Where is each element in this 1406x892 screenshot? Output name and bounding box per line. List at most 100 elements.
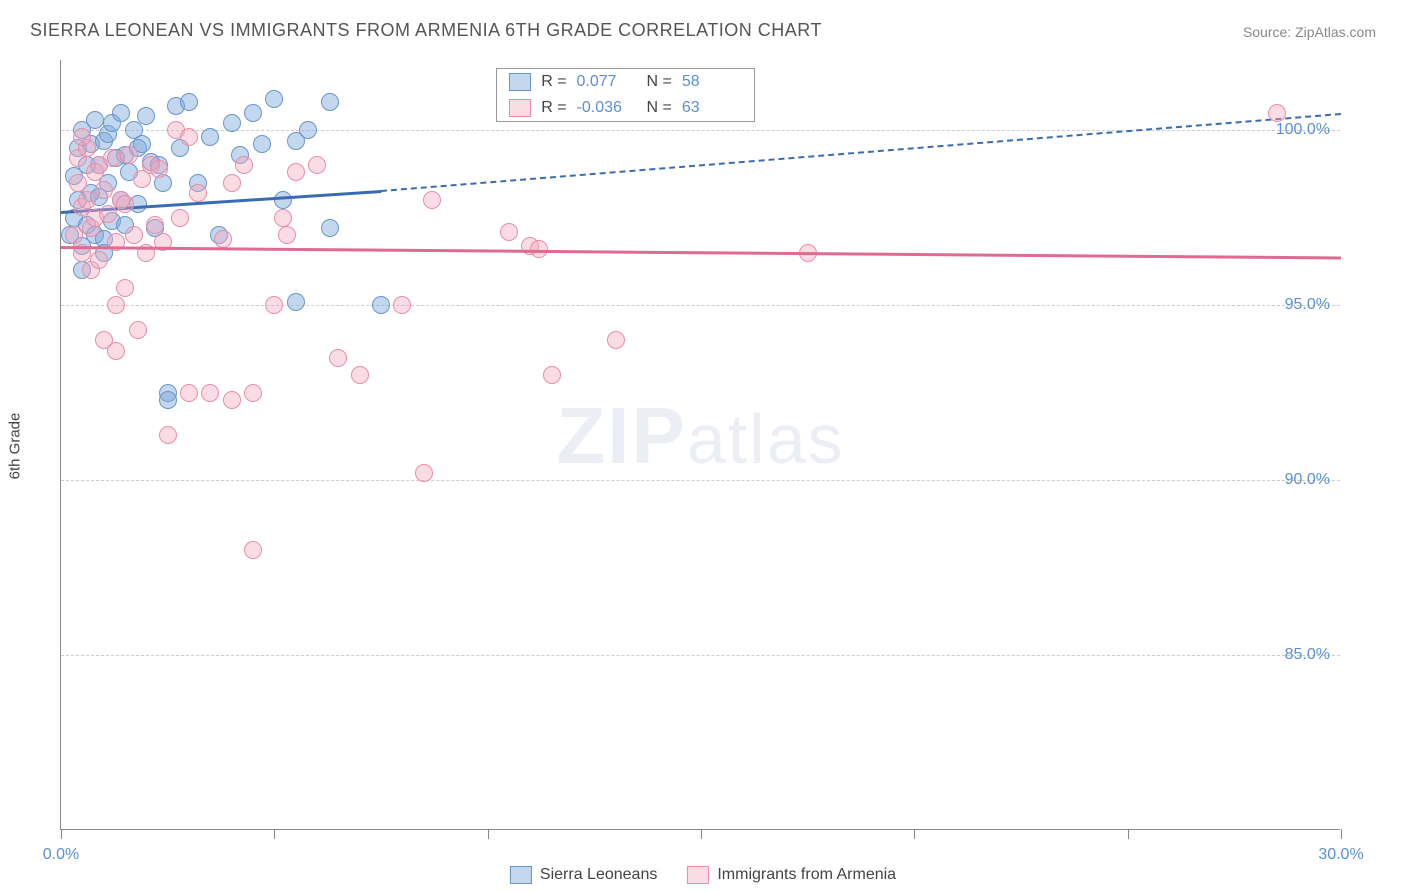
data-point [159,391,177,409]
data-point [90,251,108,269]
watermark: ZIPatlas [556,389,844,481]
data-point [265,296,283,314]
data-point [308,156,326,174]
data-point [180,384,198,402]
x-tick [1341,829,1342,839]
legend-swatch [509,73,531,91]
data-point [329,349,347,367]
stat-n-value: 63 [682,99,742,117]
data-point [244,384,262,402]
gridline [61,480,1340,481]
data-point [543,366,561,384]
data-point [214,230,232,248]
gridline [61,305,1340,306]
legend-swatch [510,866,532,884]
x-tick-label: 30.0% [1318,846,1363,864]
data-point [73,128,91,146]
data-point [244,541,262,559]
x-tick [488,829,489,839]
y-axis-label: 6th Grade [7,413,24,480]
stat-r-label: R = [541,99,566,117]
x-tick [61,829,62,839]
data-point [78,191,96,209]
data-point [223,114,241,132]
data-point [423,191,441,209]
y-tick-label: 90.0% [1285,471,1330,489]
y-tick-label: 100.0% [1276,121,1330,139]
x-tick [701,829,702,839]
data-point [274,209,292,227]
data-point [171,209,189,227]
bottom-legend: Sierra Leoneans Immigrants from Armenia [510,866,896,884]
data-point [321,93,339,111]
data-point [321,219,339,237]
data-point [607,331,625,349]
data-point [120,146,138,164]
data-point [287,163,305,181]
x-tick [1128,829,1129,839]
gridline [61,655,1340,656]
data-point [116,279,134,297]
data-point [129,321,147,339]
legend-item: Immigrants from Armenia [687,866,896,884]
chart-title: SIERRA LEONEAN VS IMMIGRANTS FROM ARMENI… [30,20,822,41]
data-point [159,426,177,444]
data-point [201,128,219,146]
stat-n-value: 58 [682,73,742,91]
data-point [351,366,369,384]
data-point [415,464,433,482]
legend-label: Sierra Leoneans [540,866,657,884]
data-point [500,223,518,241]
data-point [146,216,164,234]
data-point [287,293,305,311]
data-point [180,128,198,146]
data-point [69,174,87,192]
regression-line [61,246,1341,259]
data-point [235,156,253,174]
data-point [201,384,219,402]
data-point [150,160,168,178]
data-point [116,195,134,213]
plot-area: ZIPatlas 85.0%90.0%95.0%100.0%0.0%30.0%R… [60,60,1340,830]
data-point [1268,104,1286,122]
data-point [107,342,125,360]
data-point [223,391,241,409]
data-point [372,296,390,314]
data-point [223,174,241,192]
stat-r-value: 0.077 [577,73,637,91]
regression-line-dashed [381,113,1341,192]
x-tick [914,829,915,839]
data-point [189,184,207,202]
legend-swatch [509,99,531,117]
y-tick-label: 85.0% [1285,646,1330,664]
data-point [274,191,292,209]
stat-row: R = -0.036 N = 63 [497,95,754,121]
data-point [95,181,113,199]
data-point [393,296,411,314]
data-point [112,104,130,122]
stat-n-label: N = [647,73,672,91]
data-point [244,104,262,122]
stat-r-value: -0.036 [577,99,637,117]
legend-label: Immigrants from Armenia [717,866,896,884]
stat-n-label: N = [647,99,672,117]
data-point [299,121,317,139]
source-label: Source: ZipAtlas.com [1243,24,1376,40]
stat-legend: R = 0.077 N = 58 R = -0.036 N = 63 [496,68,755,122]
data-point [103,149,121,167]
legend-item: Sierra Leoneans [510,866,657,884]
legend-swatch [687,866,709,884]
stat-r-label: R = [541,73,566,91]
data-point [265,90,283,108]
x-tick [274,829,275,839]
data-point [99,205,117,223]
y-tick-label: 95.0% [1285,296,1330,314]
data-point [125,226,143,244]
x-tick-label: 0.0% [43,846,79,864]
data-point [107,296,125,314]
data-point [137,107,155,125]
data-point [180,93,198,111]
stat-row: R = 0.077 N = 58 [497,69,754,95]
data-point [65,226,83,244]
data-point [278,226,296,244]
